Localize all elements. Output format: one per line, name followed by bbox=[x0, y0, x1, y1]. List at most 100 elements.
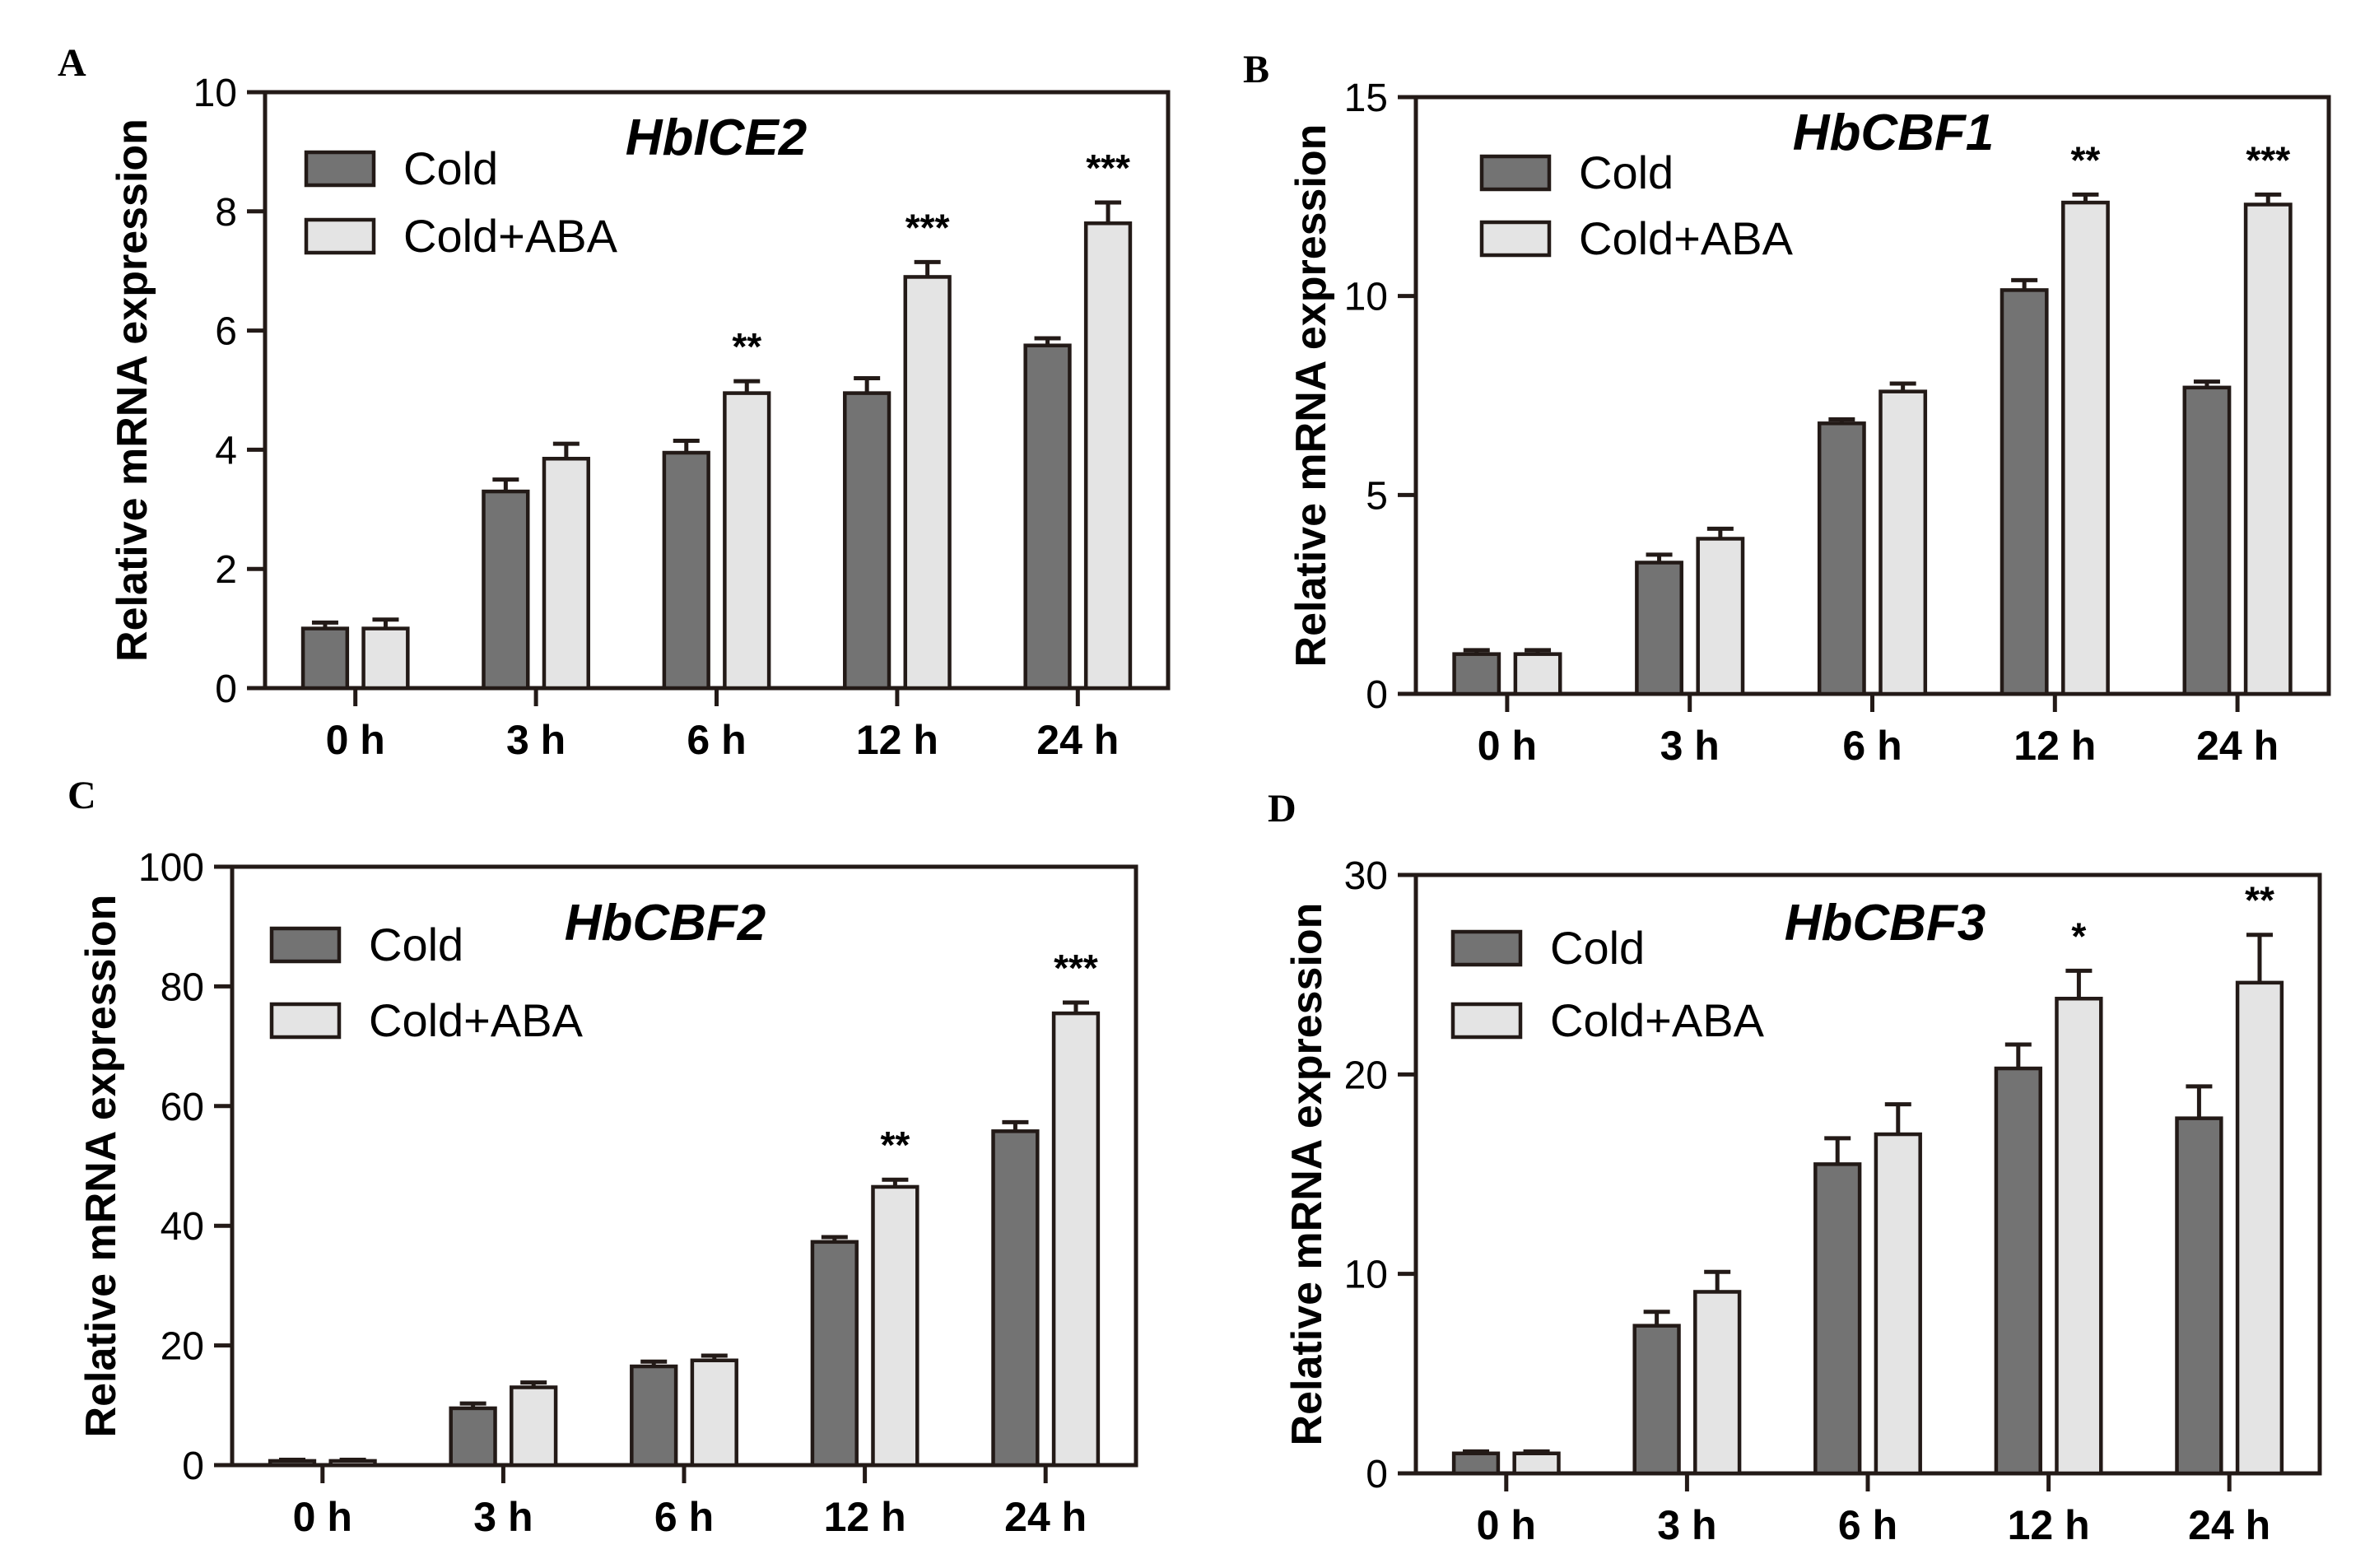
legend-label: Cold bbox=[1550, 922, 1645, 974]
y-axis-label: Relative mRNA expression bbox=[1283, 903, 1331, 1446]
y-tick-label: 8 bbox=[215, 191, 237, 235]
panel-d-chart: D 0 10 20 30 Relative mRNA expression HbCBF3 Co… bbox=[1268, 787, 2322, 1548]
panel-c-chart: C 0 20 40 60 80 100 Relative mRNA expression HbC… bbox=[68, 774, 1138, 1540]
y-tick-label: 2 bbox=[215, 548, 237, 592]
x-tick-label: 12 h bbox=[856, 717, 938, 763]
y-tick-label: 80 bbox=[161, 965, 204, 1009]
x-tick-label: 24 h bbox=[1036, 717, 1119, 763]
y-tick-label: 0 bbox=[1366, 1453, 1388, 1496]
legend-label: Cold bbox=[369, 919, 463, 970]
y-tick-label: 100 bbox=[138, 846, 204, 890]
x-tick-label: 0 h bbox=[293, 1494, 352, 1540]
legend-swatch bbox=[269, 1002, 342, 1040]
legend-label: Cold+ABA bbox=[403, 210, 618, 262]
bar-cold bbox=[1452, 652, 1501, 696]
significance-marker: *** bbox=[905, 206, 950, 249]
x-tick-label: 24 h bbox=[2188, 1502, 2270, 1548]
y-tick-label: 0 bbox=[182, 1445, 204, 1488]
y-tick-label: 6 bbox=[215, 310, 237, 354]
bar-cold bbox=[810, 1240, 859, 1468]
bar-cold bbox=[991, 1129, 1040, 1468]
x-tick-label: 12 h bbox=[824, 1494, 906, 1540]
y-tick-label: 0 bbox=[215, 668, 237, 711]
bar-cold bbox=[449, 1406, 497, 1468]
legend-label: Cold+ABA bbox=[1550, 994, 1765, 1046]
y-tick-label: 4 bbox=[215, 429, 237, 472]
bar-cold-aba bbox=[723, 391, 771, 691]
bar-cold bbox=[2000, 288, 2049, 696]
x-tick-label: 3 h bbox=[473, 1494, 533, 1540]
bar-cold-aba bbox=[1693, 1290, 1742, 1476]
chart-title: HbCBF1 bbox=[1793, 105, 1995, 161]
bar-cold bbox=[630, 1364, 678, 1468]
y-axis-label: Relative mRNA expression bbox=[77, 895, 125, 1438]
bar-cold-aba bbox=[1696, 537, 1745, 696]
significance-marker: ** bbox=[732, 325, 761, 368]
x-tick-label: 3 h bbox=[1657, 1502, 1716, 1548]
bar-cold bbox=[2175, 1116, 2223, 1476]
y-tick-label: 10 bbox=[1344, 276, 1388, 319]
bar-cold-aba bbox=[2055, 996, 2103, 1476]
significance-marker: ** bbox=[2245, 879, 2274, 922]
x-tick-label: 24 h bbox=[1004, 1494, 1087, 1540]
y-tick-label: 30 bbox=[1344, 854, 1388, 898]
x-tick-label: 12 h bbox=[2008, 1502, 2090, 1548]
legend-label: Cold+ABA bbox=[1579, 212, 1794, 264]
x-tick-label: 12 h bbox=[2014, 723, 2096, 769]
x-tick-label: 0 h bbox=[1477, 1502, 1536, 1548]
bar-cold-aba bbox=[690, 1358, 738, 1468]
x-tick-label: 6 h bbox=[1838, 1502, 1897, 1548]
x-tick-label: 6 h bbox=[1842, 723, 1902, 769]
y-tick-label: 5 bbox=[1366, 474, 1388, 518]
chart-title: HbICE2 bbox=[626, 109, 807, 166]
bar-cold-aba bbox=[1874, 1132, 1922, 1476]
bar-cold-aba bbox=[1513, 652, 1562, 696]
bar-cold-aba bbox=[510, 1385, 558, 1468]
x-tick-label: 0 h bbox=[326, 717, 385, 763]
bar-cold bbox=[843, 391, 892, 691]
x-tick-label: 6 h bbox=[687, 717, 746, 763]
bar-cold-aba bbox=[2061, 200, 2110, 696]
y-axis-label: Relative mRNA expression bbox=[1287, 124, 1335, 668]
y-tick-label: 10 bbox=[1344, 1254, 1388, 1297]
x-tick-label: 3 h bbox=[1660, 723, 1720, 769]
significance-marker: ** bbox=[880, 1124, 910, 1166]
bar-cold-aba bbox=[1512, 1451, 1561, 1476]
bar-cold bbox=[1023, 343, 1072, 691]
panel-label: A bbox=[58, 41, 86, 85]
panel-label: C bbox=[68, 774, 96, 817]
bar-cold bbox=[2182, 385, 2232, 696]
x-tick-label: 3 h bbox=[506, 717, 566, 763]
legend-swatch bbox=[1479, 154, 1552, 192]
bar-cold bbox=[300, 626, 350, 691]
bar-cold-aba bbox=[903, 275, 952, 691]
significance-marker: * bbox=[2071, 914, 2086, 957]
x-tick-label: 6 h bbox=[654, 1494, 714, 1540]
significance-marker: *** bbox=[2246, 138, 2290, 181]
significance-marker: *** bbox=[1054, 947, 1098, 989]
y-axis-label: Relative mRNA expression bbox=[109, 119, 156, 662]
x-tick-label: 24 h bbox=[2196, 723, 2279, 769]
bar-cold bbox=[662, 450, 710, 691]
bar-cold bbox=[482, 489, 530, 691]
bar-cold-aba bbox=[1051, 1011, 1101, 1468]
bar-cold bbox=[1632, 1324, 1681, 1476]
panel-label: B bbox=[1243, 48, 1269, 91]
y-tick-label: 40 bbox=[161, 1205, 204, 1249]
bar-cold bbox=[1451, 1451, 1501, 1476]
bar-cold bbox=[1635, 561, 1683, 696]
bar-cold bbox=[1994, 1066, 2042, 1476]
legend-label: Cold+ABA bbox=[369, 994, 584, 1046]
bar-cold bbox=[1813, 1162, 1862, 1476]
legend-swatch bbox=[1450, 929, 1523, 967]
bar-cold-aba bbox=[1878, 389, 1928, 696]
chart-title: HbCBF2 bbox=[565, 895, 766, 952]
legend-swatch bbox=[1479, 220, 1552, 258]
y-tick-label: 20 bbox=[161, 1325, 204, 1369]
y-tick-label: 15 bbox=[1344, 77, 1388, 120]
bar-cold-aba bbox=[871, 1184, 919, 1468]
x-tick-label: 0 h bbox=[1478, 723, 1537, 769]
